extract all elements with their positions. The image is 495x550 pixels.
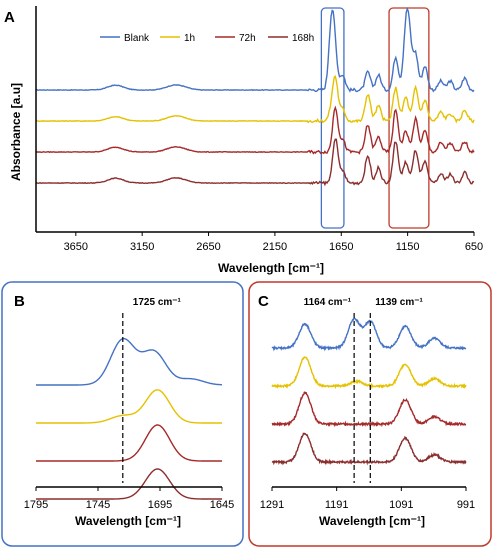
series-line-72h — [36, 424, 222, 462]
series-line-1h — [36, 389, 222, 424]
series-line-blank — [36, 337, 222, 386]
highlight-box-fingerprint — [388, 7, 430, 229]
panel-c-xlabel: Wavelength [cm⁻¹] — [319, 514, 425, 528]
series-line-72h — [271, 391, 467, 428]
x-tick-label: 1091 — [389, 499, 413, 511]
series-line-1h — [271, 356, 467, 390]
panel-c-annotations: 1164 cm⁻¹ 1139 cm⁻¹ — [304, 297, 423, 483]
series-line-168h — [36, 138, 475, 187]
series-line-168h — [36, 468, 222, 500]
panel-a-xlabel: Wavelength [cm⁻¹] — [218, 261, 324, 275]
panel-a-letter: A — [4, 9, 15, 26]
x-tick-label: 2150 — [263, 241, 287, 253]
panel-b-annotations: 1725 cm⁻¹ — [122, 297, 182, 483]
x-tick-label: 1745 — [86, 499, 110, 511]
panel-a: A Absorbance [a.u] Blank 1h 72h 168h 3650 31… — [4, 6, 483, 275]
legend-label: 1h — [184, 33, 195, 44]
x-tick-label: 3150 — [130, 241, 154, 253]
series-line-blank — [271, 317, 467, 352]
panel-c-series — [271, 317, 467, 466]
x-tick-label: 650 — [465, 241, 483, 253]
x-tick-label: 1795 — [24, 499, 48, 511]
panel-b-xlabel: Wavelength [cm⁻¹] — [75, 514, 181, 528]
legend: Blank 1h 72h 168h — [100, 33, 314, 44]
x-tick-label: 991 — [457, 499, 475, 511]
x-tick-label: 3650 — [64, 241, 88, 253]
x-tick-label: 1150 — [396, 241, 420, 253]
annotation-label: 1139 cm⁻¹ — [375, 297, 423, 308]
panel-c-letter: C — [258, 293, 269, 310]
annotation-label: 1164 cm⁻¹ — [304, 297, 352, 308]
panel-a-x-ticks: 3650 3150 2650 2150 1650 1150 650 — [64, 232, 483, 253]
panel-c: C 1164 cm⁻¹ 1139 cm⁻¹ 1291 1191 1091 991 Wav… — [248, 281, 492, 547]
series-line-blank — [35, 6, 475, 93]
legend-label: 168h — [292, 33, 314, 44]
legend-label: Blank — [124, 33, 150, 44]
series-line-168h — [271, 432, 467, 466]
series-line-1h — [35, 75, 475, 124]
panel-c-x-ticks: 1291 1191 1091 991 — [260, 487, 475, 511]
series-line-72h — [35, 105, 475, 155]
x-tick-label: 1650 — [329, 241, 353, 253]
panel-b-x-ticks: 1795 1745 1695 1645 — [24, 487, 234, 511]
highlight-box-ester — [320, 7, 345, 229]
panel-c-frame — [248, 281, 492, 547]
legend-label: 72h — [239, 33, 256, 44]
panel-b-letter: B — [14, 293, 25, 310]
panel-b-frame — [1, 281, 244, 547]
x-tick-label: 2650 — [196, 241, 220, 253]
x-tick-label: 1291 — [260, 499, 284, 511]
panel-a-series — [35, 6, 475, 187]
x-tick-label: 1695 — [148, 499, 172, 511]
annotation-label: 1725 cm⁻¹ — [133, 297, 182, 308]
panel-b-series — [36, 337, 222, 500]
x-tick-label: 1645 — [210, 499, 234, 511]
x-tick-label: 1191 — [325, 499, 349, 511]
panel-a-ylabel: Absorbance [a.u] — [9, 83, 23, 181]
panel-b: B 1725 cm⁻¹ 1795 1745 1695 1645 Wavelength … — [1, 281, 244, 547]
